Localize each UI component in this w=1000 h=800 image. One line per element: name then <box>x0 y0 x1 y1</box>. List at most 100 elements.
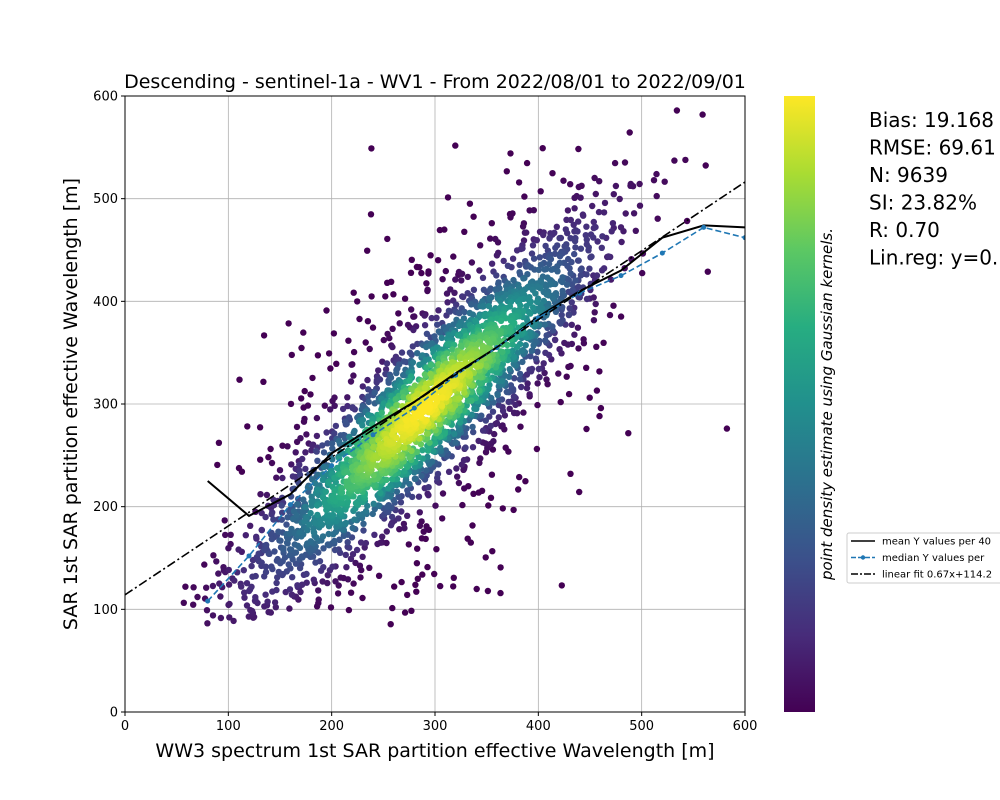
scatter-point <box>533 445 541 453</box>
scatter-point <box>359 553 366 560</box>
scatter-point <box>366 345 373 353</box>
scatter-point <box>554 268 561 275</box>
scatter-point <box>406 454 413 461</box>
scatter-point <box>268 511 275 518</box>
scatter-point <box>301 387 308 395</box>
scatter-point <box>394 402 401 409</box>
scatter-point <box>723 425 731 432</box>
scatter-point <box>503 168 510 175</box>
scatter-point <box>526 366 533 373</box>
scatter-point <box>209 582 217 590</box>
scatter-point <box>238 583 245 590</box>
scatter-point <box>262 513 269 521</box>
scatter-point <box>552 244 559 252</box>
scatter-point <box>475 437 482 445</box>
scatter-point <box>596 368 603 375</box>
scatter-point <box>422 384 429 392</box>
scatter-point <box>574 228 581 235</box>
scatter-point <box>432 502 439 509</box>
scatter-point <box>455 479 463 487</box>
scatter-point <box>405 541 412 548</box>
scatter-point <box>535 266 542 273</box>
scatter-point <box>408 256 415 263</box>
scatter-point <box>279 474 286 482</box>
scatter-point <box>516 370 524 378</box>
scatter-point <box>284 443 291 450</box>
scatter-point <box>472 317 479 324</box>
scatter-point <box>516 473 523 481</box>
scatter-point <box>423 280 430 287</box>
scatter-point <box>322 488 329 495</box>
scatter-point <box>529 242 537 249</box>
scatter-point <box>424 447 432 454</box>
scatter-point <box>353 546 361 554</box>
scatter-point <box>364 247 371 254</box>
scatter-point <box>273 579 280 587</box>
scatter-point <box>331 546 339 554</box>
scatter-point <box>543 376 550 383</box>
scatter-point <box>469 522 476 529</box>
scatter-point <box>437 444 444 451</box>
scatter-point <box>515 486 522 493</box>
scatter-point <box>427 252 434 259</box>
scatter-point <box>393 434 400 441</box>
scatter-point <box>400 358 408 365</box>
scatter-point <box>519 223 527 230</box>
scatter-point <box>303 431 310 438</box>
stat-line: R: 0.70 <box>869 218 940 242</box>
scatter-point <box>320 545 327 552</box>
scatter-point <box>456 426 463 433</box>
scatter-point <box>215 439 223 446</box>
scatter-point <box>300 329 307 336</box>
scatter-point <box>527 353 534 360</box>
scatter-point <box>330 330 338 337</box>
scatter-point <box>414 545 421 552</box>
scatter-point <box>533 298 541 306</box>
scatter-point <box>427 361 435 369</box>
scatter-point <box>401 525 408 532</box>
scatter-point <box>522 478 529 485</box>
scatter-point <box>389 343 396 351</box>
scatter-point <box>516 261 523 269</box>
scatter-point <box>671 157 678 164</box>
scatter-point <box>523 159 531 167</box>
scatter-point <box>366 564 373 571</box>
scatter-point <box>263 491 271 499</box>
scatter-point <box>323 307 330 314</box>
scatter-point <box>260 378 267 385</box>
scatter-point <box>609 220 617 227</box>
scatter-point <box>536 374 543 381</box>
scatter-point <box>398 578 405 586</box>
scatter-point <box>423 330 431 337</box>
scatter-point <box>285 561 292 568</box>
scatter-point <box>243 602 251 609</box>
scatter-point <box>592 190 599 198</box>
scatter-point <box>510 393 518 400</box>
scatter-point <box>439 387 447 395</box>
scatter-point <box>365 398 372 406</box>
scatter-point <box>559 287 566 295</box>
scatter-point <box>479 274 487 281</box>
scatter-point <box>482 417 489 424</box>
scatter-point <box>568 321 575 328</box>
scatter-point <box>368 145 375 152</box>
scatter-point <box>362 339 369 346</box>
scatter-point <box>288 351 295 359</box>
scatter-point <box>387 374 395 381</box>
scatter-point <box>404 321 412 329</box>
scatter-point <box>225 545 232 552</box>
scatter-point <box>425 380 432 387</box>
scatter-point <box>632 227 639 234</box>
scatter-point <box>456 310 463 317</box>
scatter-point <box>432 395 439 402</box>
scatter-point <box>557 398 564 406</box>
scatter-point <box>612 182 620 190</box>
scatter-point <box>293 512 300 519</box>
scatter-point <box>337 574 344 581</box>
scatter-point <box>210 552 217 559</box>
scatter-point <box>462 444 469 451</box>
scatter-point <box>439 515 446 522</box>
scatter-point <box>455 332 462 339</box>
scatter-point <box>583 271 590 278</box>
scatter-point <box>240 567 247 574</box>
